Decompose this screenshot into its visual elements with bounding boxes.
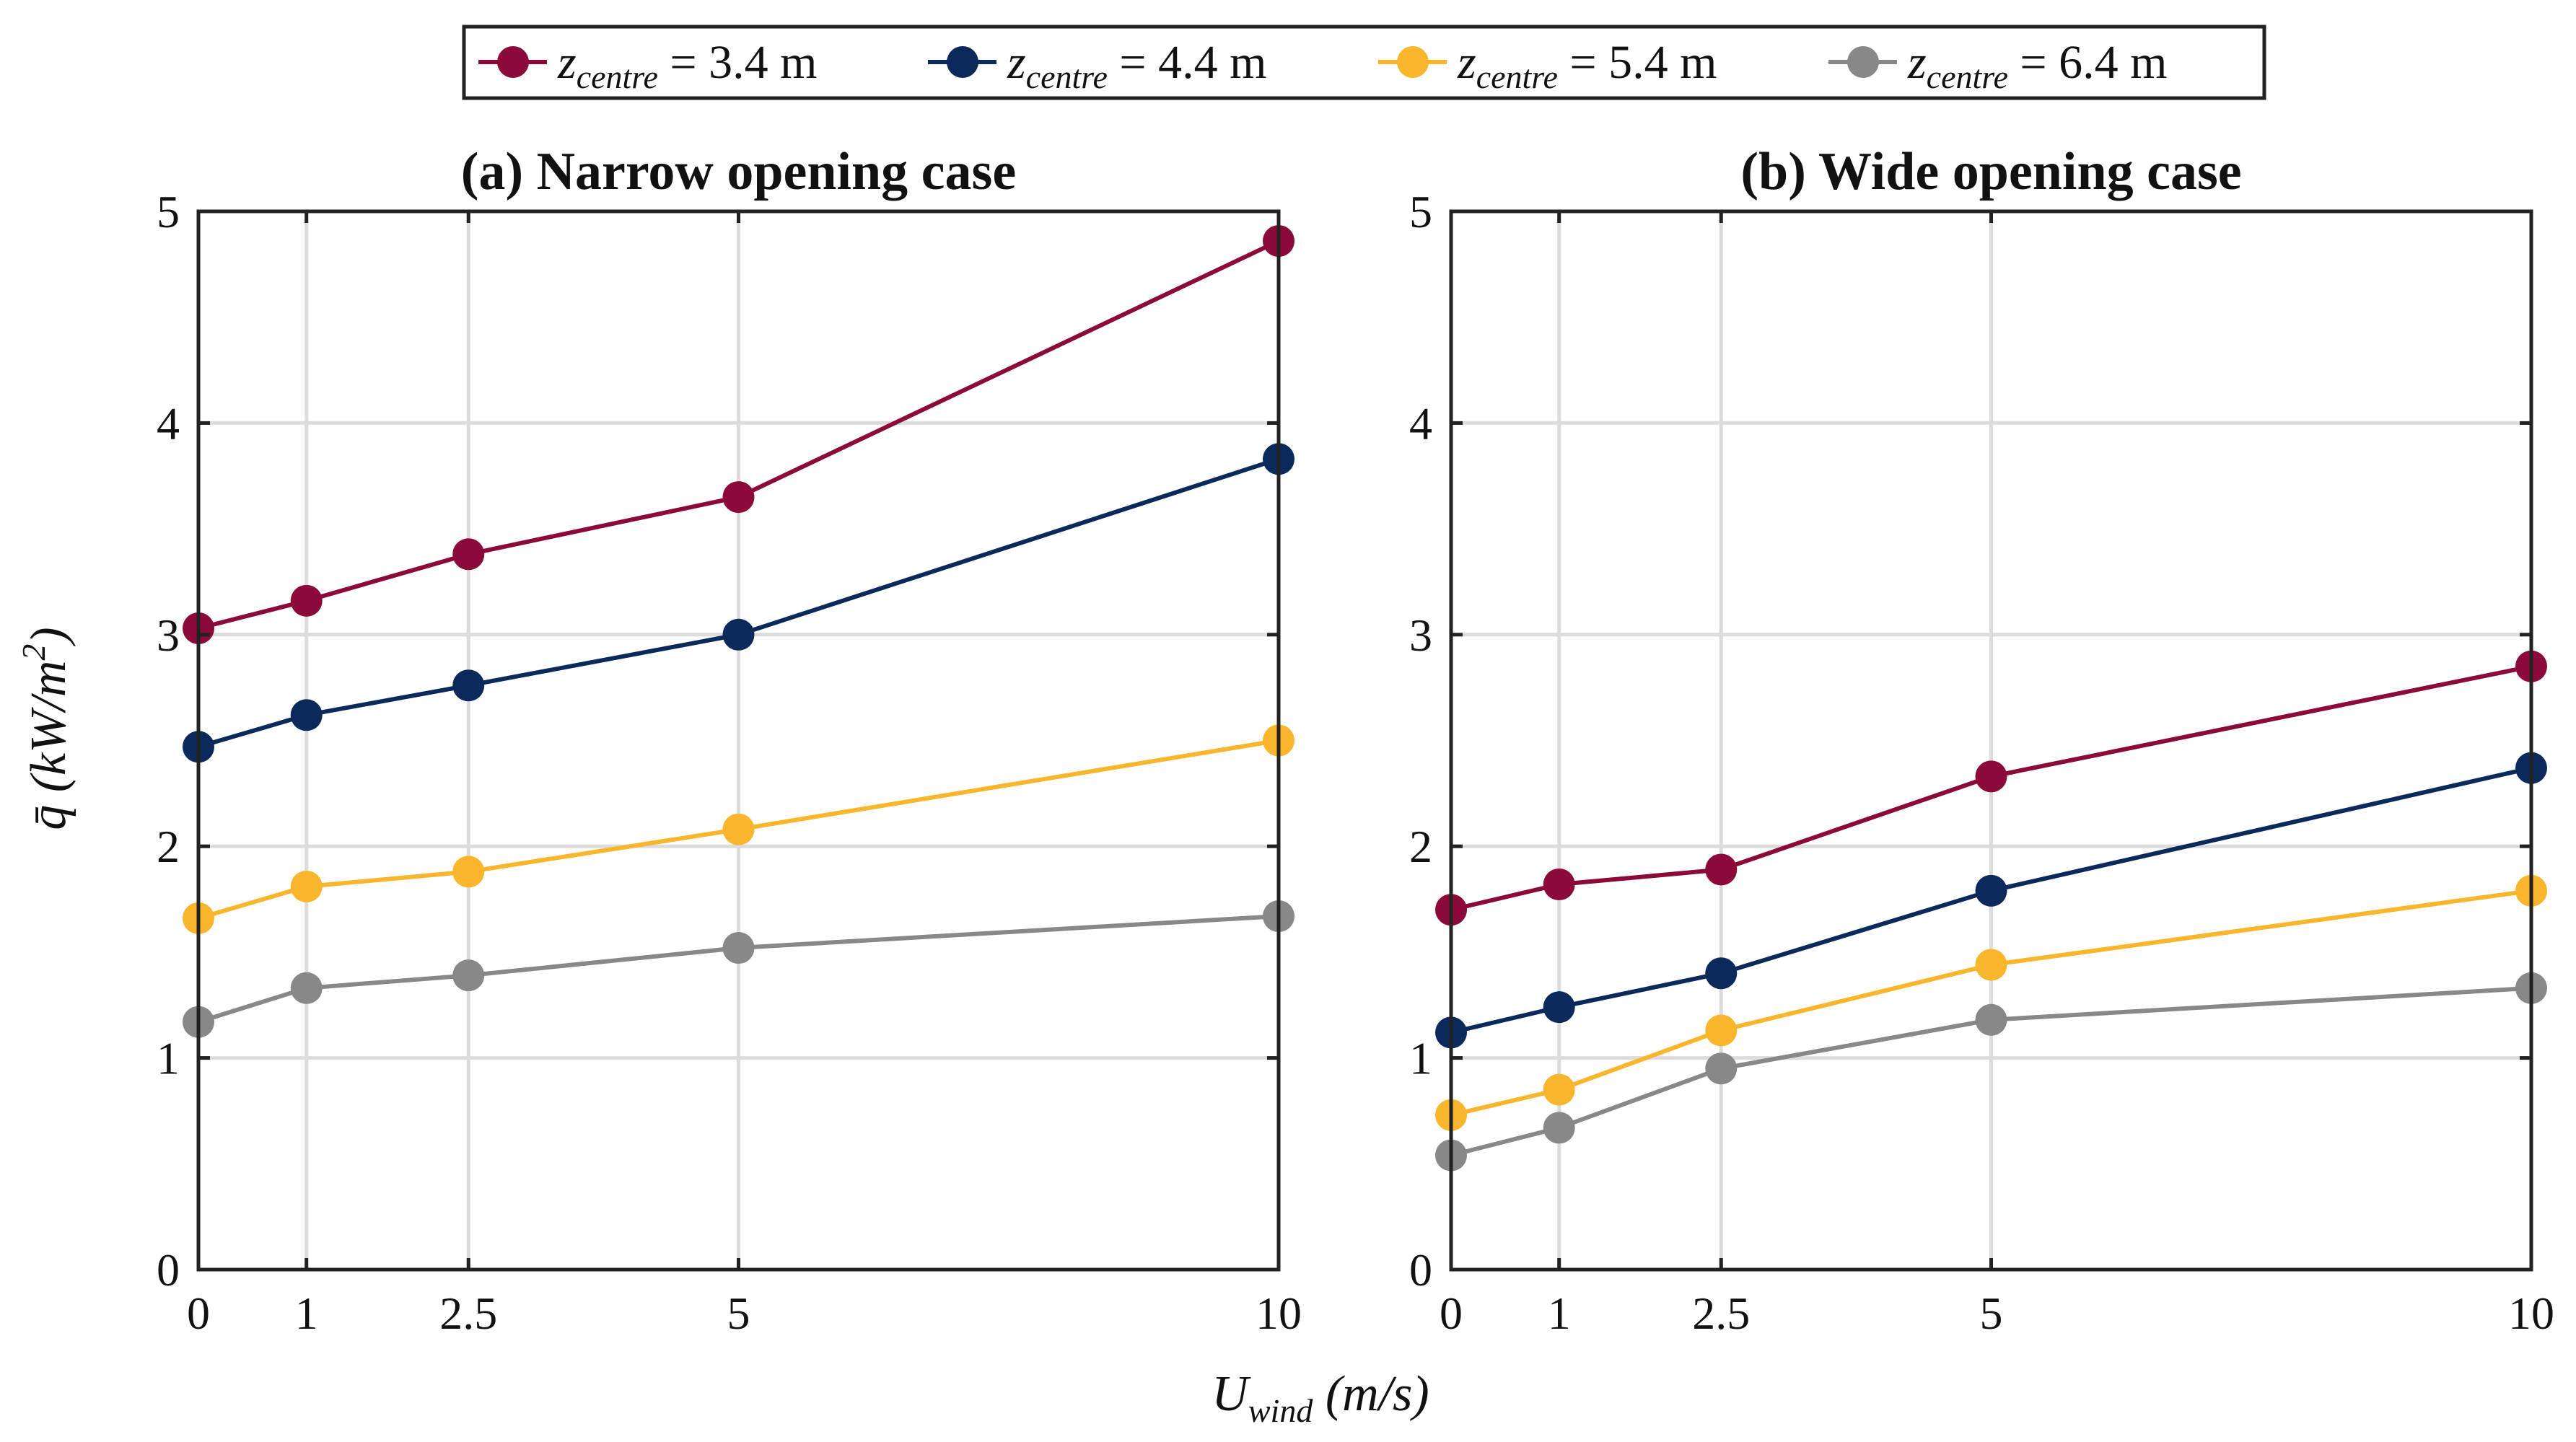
data-point xyxy=(452,856,485,888)
legend-label: zcentre = 3.4 m xyxy=(557,36,817,95)
data-point xyxy=(452,959,485,992)
legend-marker xyxy=(1397,46,1429,78)
data-point xyxy=(722,618,755,651)
legend: zcentre = 3.4 m zcentre = 4.4 m zcentre = … xyxy=(462,25,2266,100)
x-tick-label: 1 xyxy=(295,1288,318,1339)
data-point xyxy=(1975,949,2007,981)
legend-label: zcentre = 4.4 m xyxy=(1007,36,1266,95)
x-tick-label: 2.5 xyxy=(439,1288,497,1339)
data-point xyxy=(1705,853,1738,886)
legend-label: zcentre = 5.4 m xyxy=(1457,36,1717,95)
legend-marker xyxy=(1847,46,1879,78)
panel-title: (a) Narrow opening case xyxy=(461,142,1016,201)
y-tick-label: 4 xyxy=(157,397,180,449)
panel-narrow-opening: 0 1 2.5 5 10 0 1 2 3 4 5 (a) Narrow opening case xyxy=(157,142,1302,1339)
data-point xyxy=(722,932,755,964)
data-point xyxy=(290,699,323,731)
y-tick-label: 1 xyxy=(157,1033,180,1084)
data-point xyxy=(1975,760,2007,793)
data-point xyxy=(1705,1014,1738,1047)
data-point xyxy=(452,669,485,702)
data-point xyxy=(1975,1003,2007,1036)
data-point xyxy=(1543,1073,1575,1106)
y-tick-label: 3 xyxy=(157,610,180,661)
data-point xyxy=(290,972,323,1004)
legend-marker xyxy=(497,46,529,78)
data-point xyxy=(1543,1112,1575,1144)
data-point xyxy=(290,870,323,902)
data-point xyxy=(1975,874,2007,907)
x-tick-label: 5 xyxy=(1980,1288,2003,1339)
legend-entry-1: zcentre = 3.4 m xyxy=(478,36,817,95)
data-point xyxy=(722,481,755,514)
legend-box xyxy=(462,25,2266,100)
panel-title: (b) Wide opening case xyxy=(1740,142,2241,201)
x-tick-label: 10 xyxy=(2508,1288,2554,1339)
y-tick-label: 4 xyxy=(1409,397,1432,449)
data-point xyxy=(452,538,485,571)
legend-entry-3: zcentre = 5.4 m xyxy=(1378,36,1717,95)
legend-label: zcentre = 6.4 m xyxy=(1907,36,2167,95)
x-tick-label: 5 xyxy=(727,1288,750,1339)
y-tick-label: 1 xyxy=(1409,1033,1432,1084)
x-tick-label: 0 xyxy=(1440,1288,1463,1339)
legend-entry-4: zcentre = 6.4 m xyxy=(1828,36,2167,95)
x-tick-label: 0 xyxy=(187,1288,210,1339)
data-point xyxy=(290,584,323,617)
y-tick-label: 2 xyxy=(157,821,180,872)
legend-marker xyxy=(947,46,978,78)
x-tick-label: 10 xyxy=(1256,1288,1302,1339)
y-tick-label: 5 xyxy=(157,186,180,237)
y-tick-label: 2 xyxy=(1409,821,1432,872)
x-tick-label: 1 xyxy=(1548,1288,1571,1339)
y-tick-label: 0 xyxy=(157,1244,180,1296)
y-axis-label: q̄ (kW/m2) xyxy=(15,627,76,830)
y-tick-label: 3 xyxy=(1409,610,1432,661)
y-tick-label: 5 xyxy=(1409,186,1432,237)
panel-wide-opening: 0 1 2.5 5 10 0 1 2 3 4 5 (b) Wide opening case xyxy=(1409,142,2554,1339)
data-point xyxy=(1705,957,1738,990)
legend-entry-2: zcentre = 4.4 m xyxy=(928,36,1266,95)
data-point xyxy=(1543,991,1575,1024)
data-point xyxy=(1543,869,1575,901)
x-tick-label: 2.5 xyxy=(1692,1288,1750,1339)
y-tick-label: 0 xyxy=(1409,1244,1432,1296)
data-point xyxy=(1705,1052,1738,1085)
x-axis-label: Uwind (m/s) xyxy=(1212,1366,1429,1429)
data-point xyxy=(722,813,755,845)
